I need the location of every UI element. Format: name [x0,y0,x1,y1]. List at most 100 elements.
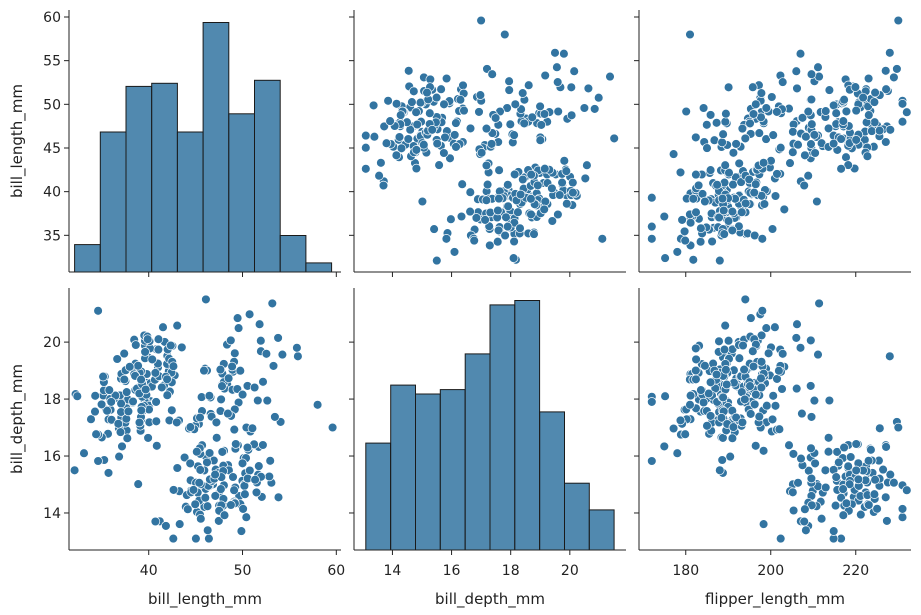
scatter-point [897,512,908,522]
scatter-point [374,170,384,181]
scatter-point [526,194,536,204]
scatter-point [90,391,100,401]
scatter-point [897,99,908,109]
scatter-point [823,446,834,457]
scatter-point [102,405,112,416]
histogram-bar [588,509,615,551]
scatter-point [412,119,422,130]
scatter-point [72,391,83,401]
scatter-point [228,472,238,482]
scatter-point [153,334,164,344]
scatter-point [124,362,135,372]
histogram-bar [125,85,153,273]
scatter-point [757,234,768,244]
scatter-point [526,169,536,180]
scatter-point [133,361,143,371]
scatter-point [719,344,730,355]
scatter-point [806,94,817,105]
scatter-point [685,217,696,228]
scatter-point [196,513,206,524]
scatter-point [509,169,520,180]
scatter-point [69,465,80,476]
scatter-point [756,373,766,384]
scatter-point [869,97,880,107]
scatter-point [767,224,778,234]
scatter-point [727,206,738,217]
histogram-bar [489,304,516,551]
scatter-point [501,212,511,223]
scatter-point [474,107,484,117]
scatter-point [465,206,475,217]
scatter-point [797,113,808,123]
scatter-point [748,361,759,372]
scatter-point [526,209,536,220]
scatter-point [792,83,802,94]
scatter-point [270,412,280,422]
scatter-point [547,216,558,226]
scatter-point [721,108,731,119]
scatter-point [698,103,709,113]
scatter-point [236,526,247,536]
scatter-point [745,409,756,419]
scatter-point [485,240,495,251]
scatter-point [378,180,389,191]
scatter-point [446,214,456,224]
scatter-point [875,423,885,434]
scatter-point [788,487,798,498]
scatter-point [647,234,657,244]
scatter-point [273,333,283,343]
scatter-point [740,394,750,405]
scatter-point [557,177,567,188]
scatter-point [845,452,856,462]
scatter-point [777,384,787,394]
scatter-point [754,128,765,138]
scatter-point [869,489,880,499]
scatter-point [445,153,455,164]
scatter-point [119,348,129,359]
scatter-point [839,442,849,453]
scatter-point [481,195,492,205]
scatter-point [784,440,794,450]
histogram-bar [176,131,204,273]
scatter-point [885,351,895,362]
scatter-point [202,457,212,468]
scatter-point [761,323,772,333]
scatter-point [503,201,513,212]
scatter-point [870,87,880,98]
scatter-point [712,180,722,190]
scatter-point [253,395,263,406]
scatter-point [140,347,150,357]
scatter-point [702,143,712,153]
scatter-point [796,453,806,464]
scatter-point [162,390,173,400]
scatter-point [841,106,852,117]
scatter-point [153,344,164,355]
scatter-point [748,82,758,92]
scatter-point [691,354,701,365]
scatter-point [503,180,513,190]
scatter-point [440,132,450,143]
scatter-point [91,429,101,439]
scatter-point [593,92,604,103]
scatter-point [728,422,739,432]
scatter-point [838,484,848,494]
x-axis-label-bill-length: bill_length_mm [148,590,262,609]
scatter-point [714,212,724,223]
scatter-point [836,164,846,174]
scatter-point [292,343,302,353]
scatter-point [566,82,577,93]
scatter-point [200,492,211,503]
scatter-point [395,110,406,120]
scatter-point [727,225,738,236]
scatter-point [756,382,767,393]
scatter-point [647,397,657,407]
scatter-point [714,336,724,347]
scatter-point [158,322,168,332]
scatter-point [889,477,899,488]
scatter-point [707,236,717,247]
scatter-point [768,130,778,140]
scatter-point [229,424,240,435]
scatter-point [113,419,124,429]
scatter-point [788,127,798,137]
scatter-point [455,94,466,105]
